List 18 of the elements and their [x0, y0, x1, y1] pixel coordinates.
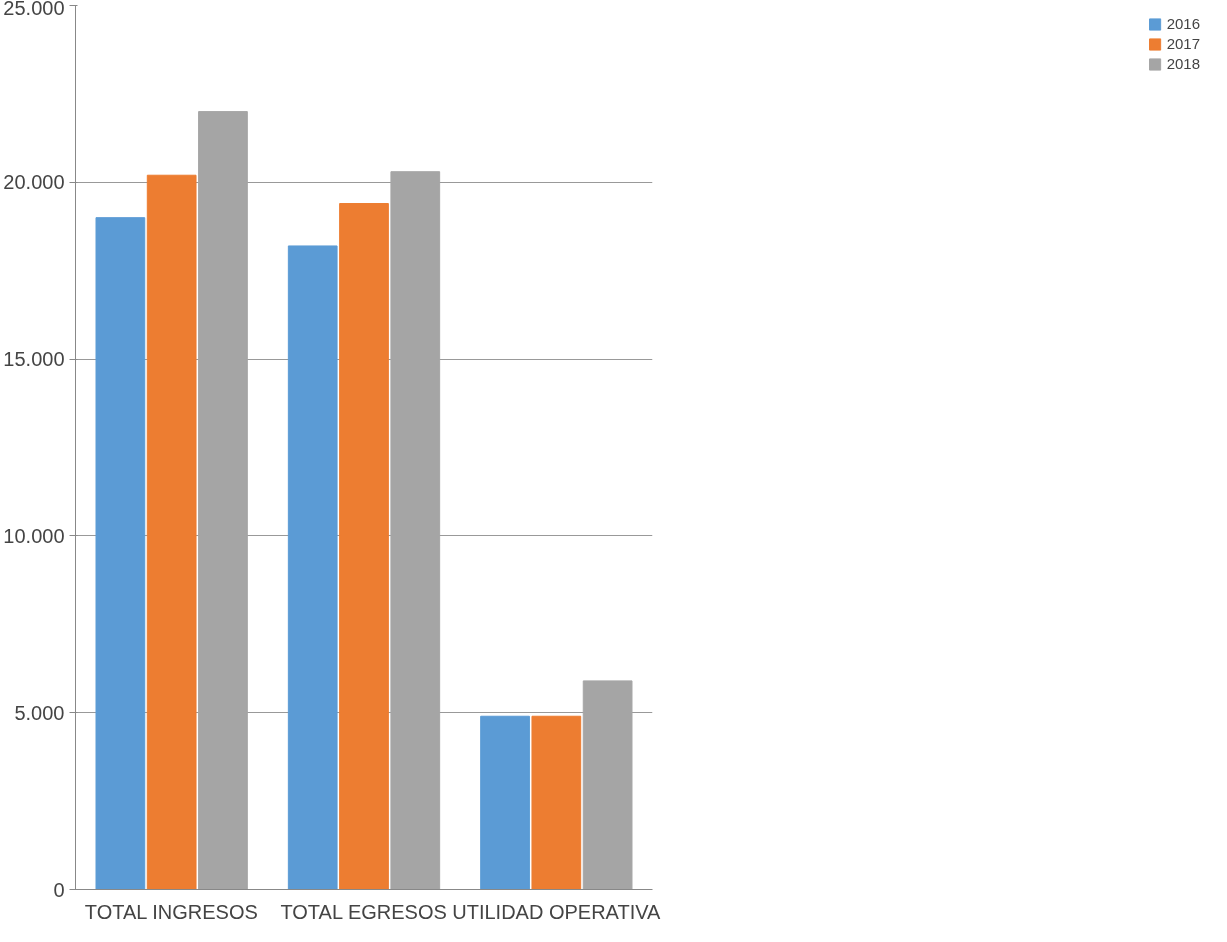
- x-tick-label: TOTAL INGRESOS: [84, 900, 258, 923]
- x-tick-label: UTILIDAD OPERATIVA: [452, 900, 662, 923]
- y-tick-label: 0: [53, 878, 65, 901]
- y-tick-label: 25.000: [3, 0, 65, 19]
- bar: [531, 715, 582, 890]
- bar: [95, 217, 146, 890]
- y-tick-label: 20.000: [3, 171, 65, 194]
- bar: [339, 203, 389, 890]
- legend-label: 2017: [1166, 35, 1200, 52]
- legend-label: 2018: [1166, 55, 1200, 72]
- bar: [146, 174, 197, 890]
- x-tick-label: TOTAL EGRESOS: [280, 900, 447, 923]
- bar: [480, 715, 530, 890]
- legend-label: 2016: [1166, 15, 1200, 32]
- y-tick-label: 10.000: [3, 524, 65, 547]
- y-tick-label: 5.000: [14, 701, 65, 724]
- y-tick-label: 15.000: [3, 348, 65, 371]
- bar: [287, 245, 338, 890]
